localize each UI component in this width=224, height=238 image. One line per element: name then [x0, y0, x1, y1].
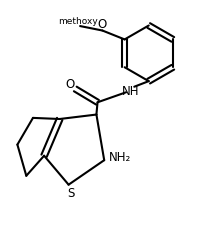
Text: NH: NH	[122, 85, 140, 98]
Text: O: O	[66, 79, 75, 91]
Text: S: S	[67, 187, 75, 200]
Text: NH₂: NH₂	[109, 151, 131, 164]
Text: methoxy: methoxy	[58, 17, 98, 26]
Text: O: O	[98, 19, 107, 31]
